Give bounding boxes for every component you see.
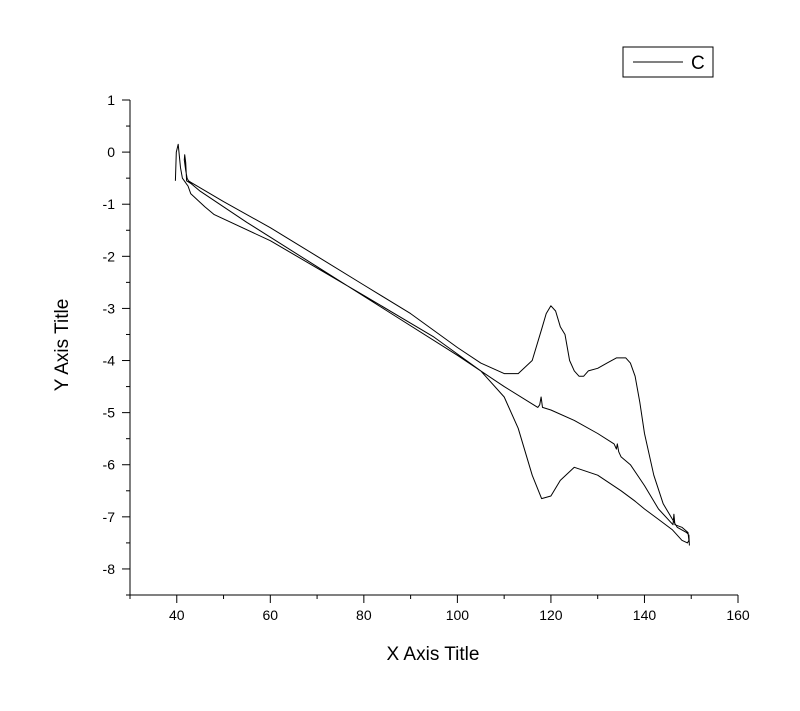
y-tick-label: -6 bbox=[103, 457, 116, 473]
x-tick-label: 160 bbox=[726, 607, 750, 623]
y-tick-label: -1 bbox=[103, 196, 116, 212]
x-tick-label: 40 bbox=[169, 607, 185, 623]
plot-area bbox=[174, 143, 690, 546]
x-tick-label: 120 bbox=[539, 607, 563, 623]
x-tick-label: 80 bbox=[356, 607, 372, 623]
legend: C bbox=[622, 46, 714, 78]
legend-label: C bbox=[691, 53, 705, 74]
y-tick-label: -7 bbox=[103, 509, 116, 525]
x-tick-label: 60 bbox=[263, 607, 279, 623]
y-tick-label: -8 bbox=[103, 561, 116, 577]
y-tick-label: -3 bbox=[103, 300, 116, 316]
series-line-c bbox=[174, 143, 690, 546]
y-tick-label: -4 bbox=[103, 353, 116, 369]
x-axis-title: X Axis Title bbox=[387, 644, 480, 665]
y-tick-label: -2 bbox=[103, 248, 116, 264]
x-tick-label: 100 bbox=[446, 607, 470, 623]
y-axis-title: Y Axis Title bbox=[52, 299, 73, 392]
y-tick-label: -5 bbox=[103, 405, 116, 421]
axes: 40 60 80 100 120 140 160 1 0 -1 -2 -3 -4 -5 -6 -7 -8 bbox=[103, 92, 750, 623]
y-tick-label: 0 bbox=[107, 144, 115, 160]
x-tick-label: 140 bbox=[633, 607, 657, 623]
y-tick-label: 1 bbox=[107, 92, 115, 108]
